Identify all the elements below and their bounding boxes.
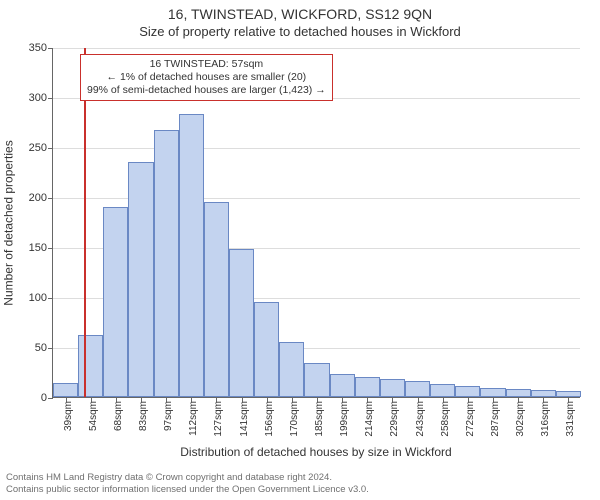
page-title: 16, TWINSTEAD, WICKFORD, SS12 9QN <box>0 0 600 22</box>
xtick-label: 39sqm <box>63 371 74 401</box>
xtick-label: 316sqm <box>540 365 551 401</box>
xtick-label: 229sqm <box>389 365 400 401</box>
histogram-bar <box>179 114 204 397</box>
xtick-label: 302sqm <box>515 365 526 401</box>
ytick-label: 50 <box>35 342 53 354</box>
xtick-label: 54sqm <box>88 371 99 401</box>
footer-line-2: Contains public sector information licen… <box>6 484 369 496</box>
chart-area: 05010015020025030035039sqm54sqm68sqm83sq… <box>52 48 580 398</box>
page-subtitle: Size of property relative to detached ho… <box>0 22 600 39</box>
ytick-label: 100 <box>29 292 53 304</box>
ytick-label: 350 <box>29 42 53 54</box>
histogram-bar <box>103 207 128 397</box>
xtick-label: 156sqm <box>264 365 275 401</box>
xtick-label: 83sqm <box>138 371 149 401</box>
y-axis-label-container: Number of detached properties <box>2 48 16 398</box>
ytick-label: 0 <box>41 392 53 404</box>
footer: Contains HM Land Registry data © Crown c… <box>6 472 369 496</box>
ytick-label: 150 <box>29 242 53 254</box>
annotation-line-1: 16 TWINSTEAD: 57sqm <box>87 58 326 71</box>
annotation-line-3: 99% of semi-detached houses are larger (… <box>87 84 326 97</box>
xtick-label: 185sqm <box>314 365 325 401</box>
xtick-label: 112sqm <box>188 366 199 401</box>
xtick-label: 97sqm <box>163 371 174 401</box>
xtick-label: 199sqm <box>339 365 350 401</box>
ytick-label: 250 <box>29 142 53 154</box>
xtick-label: 258sqm <box>440 365 451 401</box>
gridline <box>53 48 580 49</box>
histogram-bar <box>154 130 179 397</box>
footer-line-1: Contains HM Land Registry data © Crown c… <box>6 472 369 484</box>
xtick-label: 331sqm <box>565 365 576 401</box>
ytick-label: 300 <box>29 92 53 104</box>
annotation-box: 16 TWINSTEAD: 57sqm ← 1% of detached hou… <box>80 54 333 101</box>
gridline <box>53 148 580 149</box>
histogram-bar <box>128 162 153 397</box>
xtick-label: 68sqm <box>113 371 124 401</box>
xtick-label: 214sqm <box>364 365 375 401</box>
ytick-label: 200 <box>29 192 53 204</box>
xtick-label: 127sqm <box>213 365 224 401</box>
xtick-label: 272sqm <box>465 365 476 401</box>
annotation-line-2: ← 1% of detached houses are smaller (20) <box>87 71 326 84</box>
x-axis-label: Distribution of detached houses by size … <box>52 445 580 459</box>
xtick-label: 243sqm <box>415 365 426 401</box>
chart-container: 16, TWINSTEAD, WICKFORD, SS12 9QN Size o… <box>0 0 600 500</box>
xtick-label: 141sqm <box>239 365 250 401</box>
xtick-label: 287sqm <box>490 365 501 401</box>
y-axis-label: Number of detached properties <box>2 140 16 305</box>
xtick-label: 170sqm <box>289 365 300 401</box>
